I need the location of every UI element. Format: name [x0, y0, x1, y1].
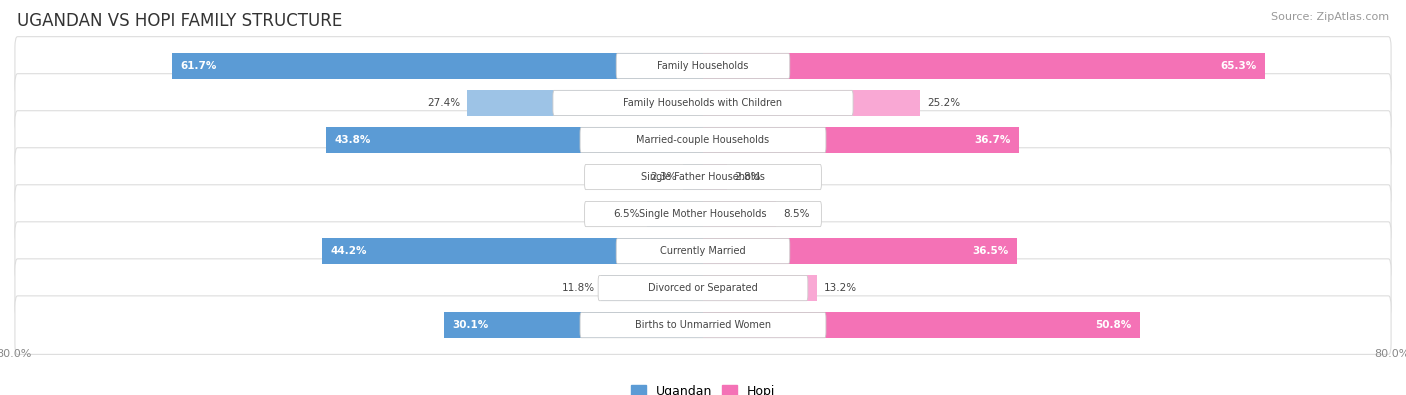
Text: UGANDAN VS HOPI FAMILY STRUCTURE: UGANDAN VS HOPI FAMILY STRUCTURE: [17, 12, 342, 30]
Text: Family Households: Family Households: [658, 61, 748, 71]
Text: Single Father Households: Single Father Households: [641, 172, 765, 182]
FancyBboxPatch shape: [585, 201, 821, 227]
Bar: [703, 90, 920, 116]
FancyBboxPatch shape: [15, 74, 1391, 132]
Text: Currently Married: Currently Married: [661, 246, 745, 256]
FancyBboxPatch shape: [15, 111, 1391, 169]
Bar: [683, 164, 703, 190]
Text: 6.5%: 6.5%: [613, 209, 640, 219]
Bar: [703, 275, 817, 301]
FancyBboxPatch shape: [15, 148, 1391, 206]
Text: 2.8%: 2.8%: [734, 172, 761, 182]
Bar: [172, 53, 703, 79]
FancyBboxPatch shape: [15, 185, 1391, 243]
Text: 27.4%: 27.4%: [427, 98, 460, 108]
Bar: [703, 164, 727, 190]
FancyBboxPatch shape: [585, 164, 821, 190]
FancyBboxPatch shape: [15, 259, 1391, 317]
FancyBboxPatch shape: [15, 296, 1391, 354]
FancyBboxPatch shape: [598, 276, 808, 301]
Text: 11.8%: 11.8%: [561, 283, 595, 293]
Text: 13.2%: 13.2%: [824, 283, 856, 293]
FancyBboxPatch shape: [616, 239, 790, 264]
Bar: [703, 238, 1018, 264]
Text: 65.3%: 65.3%: [1220, 61, 1257, 71]
Legend: Ugandan, Hopi: Ugandan, Hopi: [626, 380, 780, 395]
Bar: [703, 53, 1265, 79]
Text: 8.5%: 8.5%: [783, 209, 810, 219]
Bar: [444, 312, 703, 339]
Bar: [326, 127, 703, 153]
FancyBboxPatch shape: [616, 53, 790, 79]
Bar: [703, 201, 776, 228]
Bar: [703, 312, 1140, 339]
Text: Married-couple Households: Married-couple Households: [637, 135, 769, 145]
Text: 2.3%: 2.3%: [650, 172, 676, 182]
Bar: [703, 127, 1019, 153]
Bar: [647, 201, 703, 228]
FancyBboxPatch shape: [15, 37, 1391, 95]
FancyBboxPatch shape: [15, 222, 1391, 280]
Text: 43.8%: 43.8%: [335, 135, 371, 145]
Text: 61.7%: 61.7%: [180, 61, 217, 71]
Text: 44.2%: 44.2%: [330, 246, 367, 256]
Text: Divorced or Separated: Divorced or Separated: [648, 283, 758, 293]
Text: Births to Unmarried Women: Births to Unmarried Women: [636, 320, 770, 330]
FancyBboxPatch shape: [581, 312, 825, 338]
Text: Source: ZipAtlas.com: Source: ZipAtlas.com: [1271, 12, 1389, 22]
Text: Single Mother Households: Single Mother Households: [640, 209, 766, 219]
Text: 25.2%: 25.2%: [927, 98, 960, 108]
Text: 36.7%: 36.7%: [974, 135, 1011, 145]
FancyBboxPatch shape: [581, 128, 825, 152]
Bar: [322, 238, 703, 264]
Bar: [467, 90, 703, 116]
Text: 30.1%: 30.1%: [453, 320, 489, 330]
Text: 50.8%: 50.8%: [1095, 320, 1132, 330]
FancyBboxPatch shape: [553, 90, 853, 116]
Text: 36.5%: 36.5%: [973, 246, 1008, 256]
Bar: [602, 275, 703, 301]
Text: Family Households with Children: Family Households with Children: [623, 98, 783, 108]
